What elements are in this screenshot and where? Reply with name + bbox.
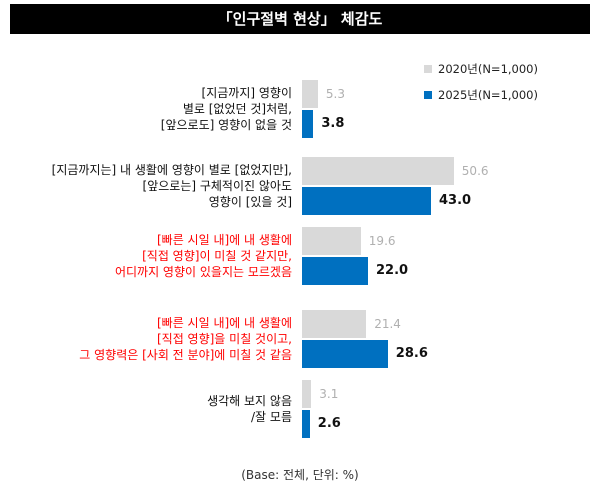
- data-label-2020-3: 19.6: [368, 234, 396, 248]
- bar-2025-5: [302, 410, 310, 438]
- bar-2020-4: [302, 310, 367, 338]
- category-label-2: [지금까지는] 내 생활에 영향이 별로 [없었지만], [앞으로는] 구체적이진…: [52, 162, 292, 210]
- legend-label-2025: 2025년(N=1,000): [438, 88, 538, 102]
- category-label-line: [지금까지] 영향이: [201, 86, 292, 100]
- category-label-5: 생각해 보지 않음/잘 모름: [207, 393, 292, 425]
- bar-2025-3: [302, 257, 368, 285]
- data-label-2020-2: 50.6: [461, 164, 489, 178]
- chart-title: 「인구절벽 현상」 체감도: [10, 4, 590, 34]
- data-label-2025-4: 28.6: [395, 346, 428, 361]
- category-label-line: [빠른 시일 내]에 내 생활에: [156, 233, 292, 247]
- category-label-line: [직접 영향]이 미칠 것 같지만,: [142, 249, 292, 263]
- bar-2020-5: [302, 380, 312, 408]
- data-label-2020-1: 5.3: [325, 87, 345, 101]
- bar-2025-2: [302, 187, 431, 215]
- category-label-3: [빠른 시일 내]에 내 생활에 [직접 영향]이 미칠 것 같지만, 어디까지 영…: [115, 232, 292, 280]
- category-label-line: 생각해 보지 않음: [207, 394, 292, 408]
- category-label-line: 별로 [없었던 것]처럼,: [182, 102, 292, 116]
- category-label-4: [빠른 시일 내]에 내 생활에 [직접 영향]을 미칠 것이고, 그 영향력은 […: [79, 315, 292, 363]
- data-label-2025-3: 22.0: [376, 263, 409, 278]
- data-label-2020-5: 3.1: [319, 387, 339, 401]
- legend: 2020년(N=1,000) 2025년(N=1,000): [424, 56, 538, 108]
- bar-2025-1: [302, 110, 314, 138]
- data-label-2025-1: 3.8: [321, 116, 345, 131]
- footnote: (Base: 전체, 단위: %): [241, 468, 359, 482]
- bar-2020-3: [302, 227, 361, 255]
- category-label-line: [지금까지는] 내 생활에 영향이 별로 [없었지만],: [51, 163, 292, 177]
- category-label-line: [빠른 시일 내]에 내 생활에: [156, 316, 292, 330]
- legend-swatch-2020: [424, 65, 432, 73]
- bar-2025-4: [302, 340, 388, 368]
- category-label-line: 어디까지 영향이 있을지는 모르겠음: [114, 265, 292, 279]
- category-label-line: 그 영향력은 [사회 전 분야]에 미칠 것 같음: [79, 348, 292, 362]
- bar-2020-2: [302, 157, 454, 185]
- legend-swatch-2025: [424, 91, 432, 99]
- category-label-line: /잘 모름: [251, 410, 292, 424]
- legend-item-2025: 2025년(N=1,000): [424, 82, 538, 108]
- category-label-line: 영향이 [있을 것]: [208, 195, 292, 209]
- data-label-2020-4: 21.4: [374, 317, 401, 331]
- category-label-line: [앞으로는] 구체적이진 않아도: [142, 179, 292, 193]
- legend-item-2020: 2020년(N=1,000): [424, 56, 538, 82]
- data-label-2025-5: 2.6: [317, 416, 341, 431]
- legend-label-2020: 2020년(N=1,000): [438, 62, 538, 76]
- bar-2020-1: [302, 80, 318, 108]
- category-label-line: [직접 영향]을 미칠 것이고,: [156, 332, 292, 346]
- category-label-line: [앞으로도] 영향이 없을 것: [160, 118, 292, 132]
- data-label-2025-2: 43.0: [439, 193, 472, 208]
